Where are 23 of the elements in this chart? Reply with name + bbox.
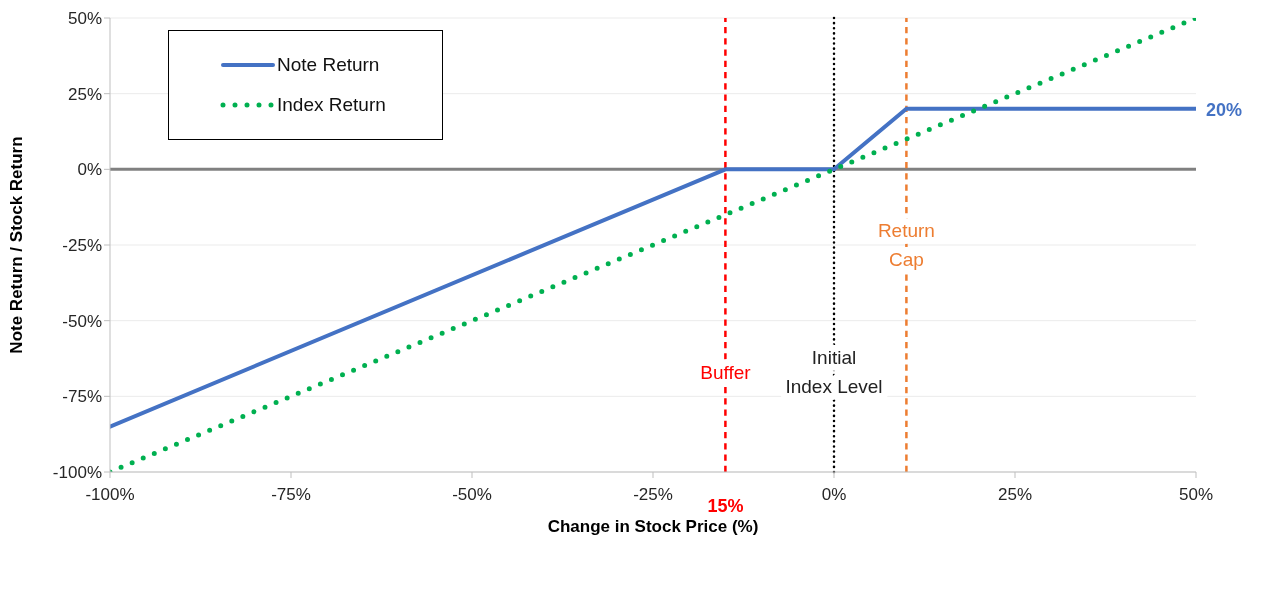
x-tick-label: 50% bbox=[1178, 485, 1214, 505]
x-tick-label: -75% bbox=[271, 485, 311, 505]
annotation: 15% bbox=[707, 496, 744, 516]
y-tick-label: 50% bbox=[67, 9, 102, 29]
annotation: 20% bbox=[1206, 99, 1243, 120]
y-tick-label: -50% bbox=[62, 311, 102, 331]
y-tick-label: -75% bbox=[62, 387, 102, 407]
ref-line-label: Return Cap bbox=[877, 220, 935, 270]
y-tick-label: 25% bbox=[67, 84, 102, 104]
y-tick-label: -25% bbox=[62, 236, 102, 256]
ref-line-label: Initial Index Level bbox=[785, 347, 883, 398]
x-tick-label: 25% bbox=[997, 485, 1033, 505]
x-tick-label: -25% bbox=[633, 485, 673, 505]
y-tick-label: -100% bbox=[52, 463, 102, 483]
x-tick-label: 0% bbox=[821, 485, 847, 505]
x-tick-label: -50% bbox=[452, 485, 492, 505]
y-tick-label: 0% bbox=[77, 160, 102, 180]
legend-label: Note Return bbox=[277, 54, 380, 76]
x-axis-title: Change in Stock Price (%) bbox=[547, 517, 759, 536]
y-axis-title: Note Return / Stock Return bbox=[7, 136, 27, 354]
legend-label: Index Return bbox=[277, 94, 386, 116]
ref-line-label: Buffer bbox=[700, 361, 752, 383]
x-tick-label: -100% bbox=[85, 485, 135, 505]
